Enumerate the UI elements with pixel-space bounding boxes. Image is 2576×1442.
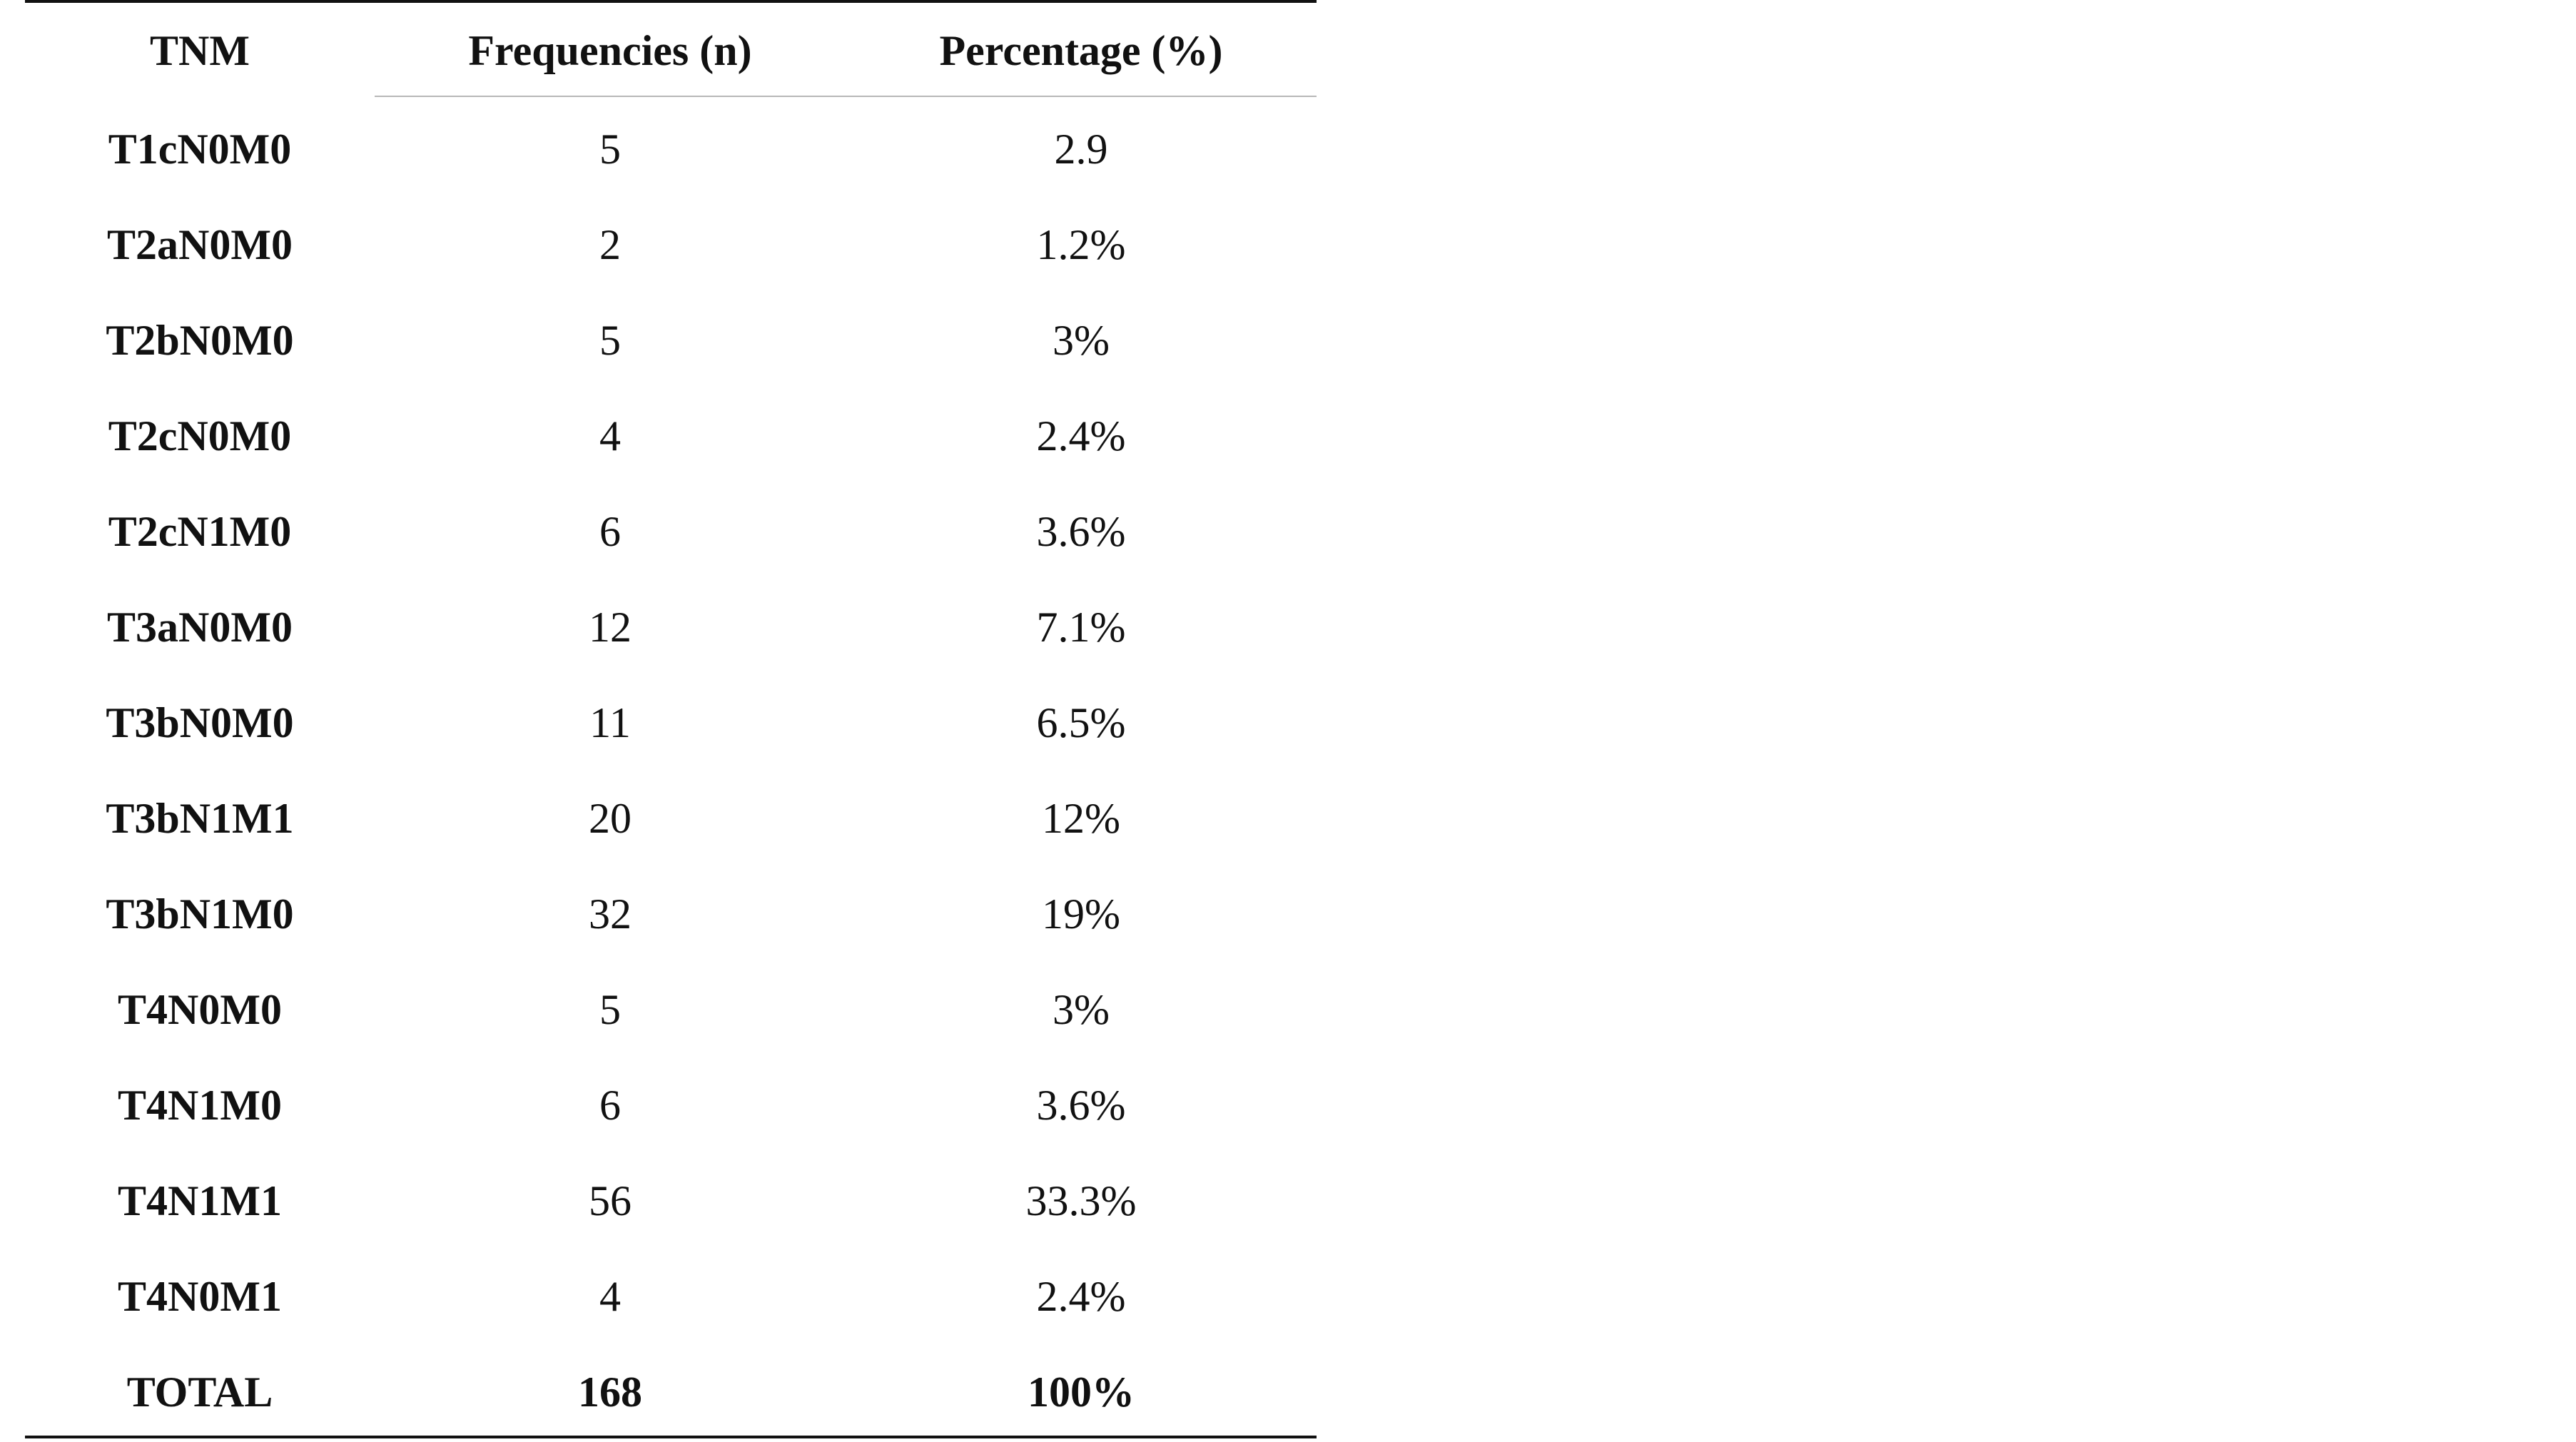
cell-frequency: 4 — [599, 412, 621, 459]
cell-frequency: 32 — [589, 890, 632, 938]
cell-percentage: 7.1% — [1036, 604, 1126, 651]
cell-tnm: T4N0M0 — [118, 986, 282, 1033]
cell-percentage: 3% — [1053, 986, 1110, 1033]
cell-percentage: 2.9 — [1054, 126, 1108, 173]
data-table: TNM Frequencies (n) Percentage (%) T1cN0… — [25, 0, 1317, 1440]
cell-frequency: 20 — [589, 795, 632, 842]
table-row: T4N0M1 4 2.4% — [25, 1249, 1317, 1344]
cell-tnm: T3bN0M0 — [106, 699, 294, 746]
cell-percentage: 3% — [1053, 317, 1110, 364]
cell-percentage: 2.4% — [1036, 1273, 1126, 1320]
table-row: T3bN0M0 11 6.5% — [25, 675, 1317, 771]
column-header-tnm: TNM — [150, 27, 250, 74]
table-row: T4N1M1 56 33.3% — [25, 1153, 1317, 1249]
cell-percentage: 33.3% — [1025, 1177, 1137, 1224]
cell-frequency: 5 — [599, 986, 621, 1033]
cell-frequency: 6 — [599, 508, 621, 555]
table-header: TNM Frequencies (n) Percentage (%) — [25, 0, 1317, 101]
cell-tnm: T4N1M1 — [118, 1177, 282, 1224]
cell-frequency: 4 — [599, 1273, 621, 1320]
cell-percentage: 3.6% — [1036, 508, 1126, 555]
total-percentage: 100% — [1028, 1369, 1135, 1416]
cell-frequency: 5 — [599, 126, 621, 173]
column-header-percentage: Percentage (%) — [939, 27, 1223, 74]
cell-percentage: 6.5% — [1036, 699, 1126, 746]
cell-tnm: T3aN0M0 — [107, 604, 293, 651]
cell-tnm: T4N0M1 — [118, 1273, 282, 1320]
column-header-frequencies: Frequencies (n) — [468, 27, 752, 74]
cell-percentage: 1.2% — [1036, 221, 1126, 268]
table-row: T3aN0M0 12 7.1% — [25, 579, 1317, 675]
cell-tnm: T3bN1M0 — [106, 890, 294, 938]
cell-percentage: 3.6% — [1036, 1082, 1126, 1129]
table-top-rule — [25, 0, 1317, 3]
cell-tnm: T4N1M0 — [118, 1082, 282, 1129]
table-row: T2bN0M0 5 3% — [25, 293, 1317, 388]
table-row: T2cN0M0 4 2.4% — [25, 388, 1317, 484]
cell-tnm: T3bN1M1 — [106, 795, 294, 842]
cell-percentage: 12% — [1042, 795, 1120, 842]
table-row: T3bN1M1 20 12% — [25, 771, 1317, 866]
cell-tnm: T2aN0M0 — [107, 221, 293, 268]
table-body: T1cN0M0 5 2.9 T2aN0M0 2 1.2% T2bN0M0 5 3… — [25, 101, 1317, 1440]
header-rule-right — [846, 96, 1317, 97]
cell-frequency: 6 — [599, 1082, 621, 1129]
total-label: TOTAL — [126, 1369, 273, 1416]
total-frequency: 168 — [578, 1369, 642, 1416]
cell-tnm: T1cN0M0 — [108, 126, 292, 173]
table-row: T2cN1M0 6 3.6% — [25, 484, 1317, 579]
table-row: T4N1M0 6 3.6% — [25, 1057, 1317, 1153]
table-row: T4N0M0 5 3% — [25, 962, 1317, 1057]
table-row: T1cN0M0 5 2.9 — [25, 101, 1317, 197]
cell-frequency: 5 — [599, 317, 621, 364]
cell-tnm: T2bN0M0 — [106, 317, 294, 364]
total-row: TOTAL 168 100% — [25, 1344, 1317, 1440]
cell-frequency: 12 — [589, 604, 632, 651]
cell-frequency: 2 — [599, 221, 621, 268]
table-row: T3bN1M0 32 19% — [25, 866, 1317, 962]
header-row: TNM Frequencies (n) Percentage (%) — [25, 0, 1317, 101]
cell-tnm: T2cN1M0 — [108, 508, 292, 555]
table-row: T2aN0M0 2 1.2% — [25, 197, 1317, 293]
table-bottom-rule — [25, 1436, 1317, 1438]
header-rule-middle — [375, 96, 846, 97]
cell-frequency: 56 — [589, 1177, 632, 1224]
cell-frequency: 11 — [589, 699, 631, 746]
cell-percentage: 19% — [1042, 890, 1120, 938]
cell-tnm: T2cN0M0 — [108, 412, 292, 459]
cell-percentage: 2.4% — [1036, 412, 1126, 459]
